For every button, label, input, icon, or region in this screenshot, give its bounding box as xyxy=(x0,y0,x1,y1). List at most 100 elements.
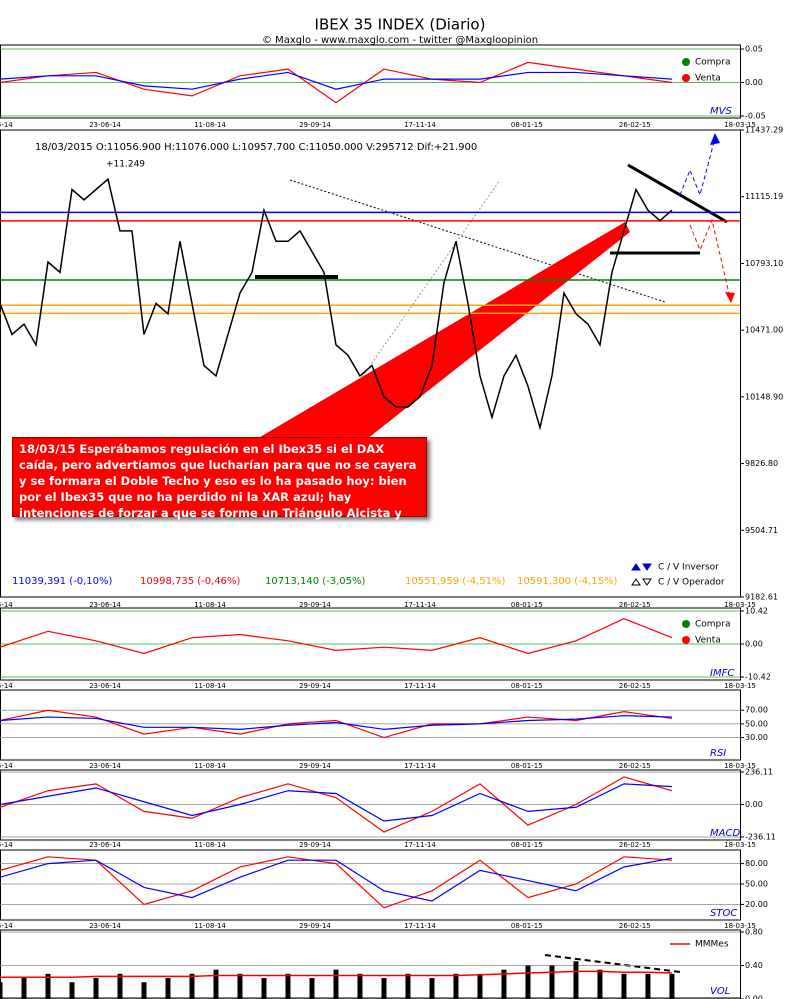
volume-bar xyxy=(93,978,99,999)
panel-frame xyxy=(0,929,741,999)
x-tick-label: 26-02-15 xyxy=(619,601,651,609)
y-tick-label: 236.11 xyxy=(745,768,773,777)
volume-bar xyxy=(141,982,147,999)
y-tick-label: 10793.10 xyxy=(745,259,783,268)
panel-frame xyxy=(0,769,741,841)
x-tick-label: 26-02-15 xyxy=(619,682,651,690)
x-tick-label: 11-08-14 xyxy=(194,922,226,930)
annotation-box: 18/03/15 Esperábamos regulación en el Ib… xyxy=(12,437,427,536)
x-tick-label: 23-06-14 xyxy=(89,601,121,609)
y-tick-label: 0.40 xyxy=(745,961,763,970)
y-tick-label: 30.00 xyxy=(745,733,768,742)
volume-bar xyxy=(213,969,219,999)
volume-bar xyxy=(45,973,51,999)
series-line xyxy=(0,857,673,902)
legend-marker xyxy=(631,578,641,586)
peak-label: +11.249 xyxy=(106,160,145,170)
volume-bar xyxy=(0,982,3,999)
series-line xyxy=(0,61,673,104)
legend-marker xyxy=(642,563,652,571)
y-tick-label: 0.80 xyxy=(745,928,763,937)
x-tick-label: 5-14 xyxy=(0,922,13,930)
volume-bar xyxy=(285,973,291,999)
y-tick-label: 0.00 xyxy=(745,800,763,809)
level-label: 10998,735 (-0,46%) xyxy=(140,576,241,587)
legend-label: Venta xyxy=(695,636,721,646)
y-tick-label: -0.05 xyxy=(745,112,766,121)
x-tick-label: 26-02-15 xyxy=(619,922,651,930)
volume-bar xyxy=(21,978,27,999)
panel-frame xyxy=(0,689,741,761)
panel-label: VOL xyxy=(710,986,730,997)
chart-title: IBEX 35 INDEX (Diario) xyxy=(315,16,486,34)
volume-bar xyxy=(333,969,339,999)
panel-label: MACD xyxy=(710,828,740,839)
y-tick-label: 0.05 xyxy=(745,45,763,54)
series-line xyxy=(0,177,673,431)
pointer-arrow xyxy=(255,222,630,468)
panel-frame xyxy=(0,44,741,119)
y-tick-label: 0.00 xyxy=(745,78,763,87)
volume-bar xyxy=(309,978,315,999)
volume-bar xyxy=(357,973,363,999)
x-tick-label: 5-14 xyxy=(0,682,13,690)
x-tick-label: 11-08-14 xyxy=(194,762,226,770)
y-tick-label: 70.00 xyxy=(745,706,768,715)
x-tick-label: 11-08-14 xyxy=(194,682,226,690)
x-tick-label: 5-14 xyxy=(0,762,13,770)
chart-subtitle: © Maxglo - www.maxglo.com - twitter @Max… xyxy=(262,35,538,46)
volume-bar xyxy=(405,973,411,999)
legend-marker xyxy=(642,578,652,586)
x-tick-label: 17-11-14 xyxy=(404,762,436,770)
x-tick-label: 17-11-14 xyxy=(404,841,436,849)
y-tick-label: 11437.29 xyxy=(745,126,783,135)
y-tick-label: 80.00 xyxy=(745,859,768,868)
y-tick-label: 9182.61 xyxy=(745,593,778,602)
legend-label: Compra xyxy=(695,58,731,68)
panel-label: MVS xyxy=(710,106,732,117)
y-tick-label: 50.00 xyxy=(745,719,768,728)
volume-bar xyxy=(453,973,459,999)
volume-bar xyxy=(525,965,531,999)
x-tick-label: 18-03-15 xyxy=(724,922,756,930)
x-tick-label: 17-11-14 xyxy=(404,601,436,609)
volume-bar xyxy=(237,973,243,999)
projection xyxy=(679,137,716,197)
x-tick-label: 26-02-15 xyxy=(619,121,651,129)
volume-bar xyxy=(477,973,483,999)
price-header: 18/03/2015 O:11056.900 H:11076.000 L:109… xyxy=(35,142,477,153)
legend-label: C / V Operador xyxy=(658,578,725,588)
panel-frame xyxy=(0,129,741,598)
y-tick-label: 10148.90 xyxy=(745,392,783,401)
level-label: 10551,959 (-4,51%) xyxy=(405,576,506,587)
legend-label: Compra xyxy=(695,620,731,630)
x-tick-label: 29-09-14 xyxy=(299,601,331,609)
x-tick-label: 08-01-15 xyxy=(511,121,543,129)
y-tick-label: 50.00 xyxy=(745,880,768,889)
y-tick-label: -236.11 xyxy=(745,833,776,842)
x-tick-label: 08-01-15 xyxy=(511,682,543,690)
level-label: 10591,300 (-4,15%) xyxy=(517,576,618,587)
channel-line xyxy=(359,179,501,381)
volume-bar xyxy=(261,978,267,999)
volume-bar xyxy=(189,973,195,999)
x-tick-label: 26-02-15 xyxy=(619,762,651,770)
volume-bar xyxy=(597,969,603,999)
x-tick-label: 23-06-14 xyxy=(89,682,121,690)
legend-dot xyxy=(682,620,690,628)
level-label: 11039,391 (-0,10%) xyxy=(12,576,113,587)
arrow-head xyxy=(725,292,735,303)
x-tick-label: 18-03-15 xyxy=(724,762,756,770)
x-tick-label: 18-03-15 xyxy=(724,841,756,849)
level-label: 10713,140 (-3,05%) xyxy=(265,576,366,587)
legend-marker xyxy=(631,563,641,571)
x-tick-label: 18-03-15 xyxy=(724,121,756,129)
x-tick-label: 23-06-14 xyxy=(89,762,121,770)
y-tick-label: 10471.00 xyxy=(745,326,783,335)
x-tick-label: 17-11-14 xyxy=(404,121,436,129)
x-tick-label: 11-08-14 xyxy=(194,121,226,129)
x-tick-label: 17-11-14 xyxy=(404,682,436,690)
x-tick-label: 08-01-15 xyxy=(511,762,543,770)
x-tick-label: 5-14 xyxy=(0,121,13,129)
